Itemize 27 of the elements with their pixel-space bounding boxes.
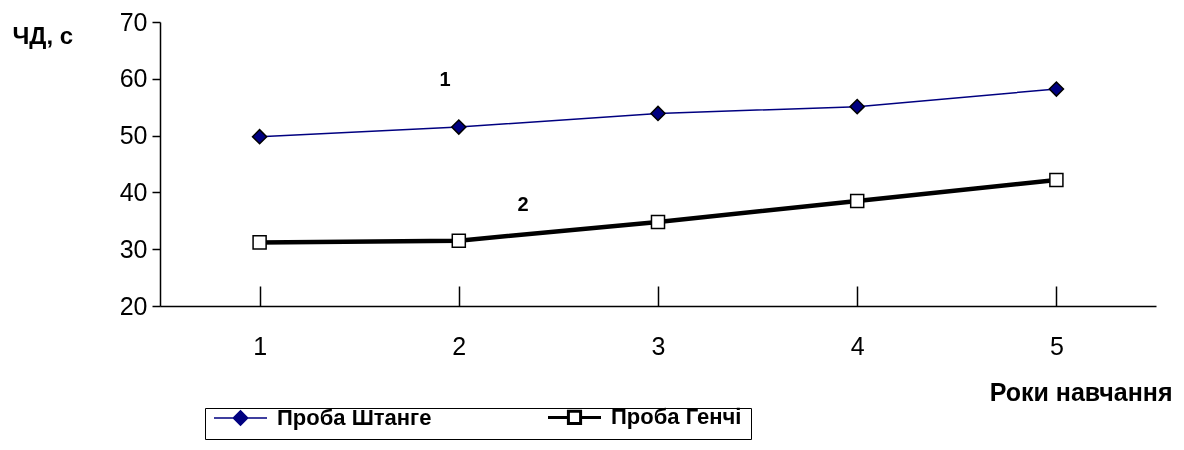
y-tick-label: 30 — [119, 234, 148, 263]
y-tick-label: 70 — [119, 7, 148, 36]
x-axis-title: Роки навчання — [989, 377, 1173, 406]
point — [1048, 81, 1065, 97]
point — [650, 214, 666, 230]
point — [849, 193, 865, 209]
legend-label: Проба Штанге — [277, 405, 432, 430]
x-tick-label: 2 — [452, 331, 467, 360]
x-tick-label: 1 — [253, 331, 268, 360]
x-tick-label: 4 — [850, 331, 865, 360]
point — [1049, 172, 1064, 188]
y-tick-label: 20 — [119, 291, 148, 320]
y-axis-title: ЧД, с — [12, 21, 74, 49]
point — [451, 233, 467, 248]
point — [849, 98, 866, 115]
y-tick-label: 60 — [119, 64, 148, 93]
point — [650, 105, 666, 122]
annotation: 2 — [517, 193, 529, 215]
x-tick-label: 5 — [1049, 331, 1064, 360]
x-tick-label: 3 — [651, 331, 666, 360]
point — [252, 235, 267, 250]
point — [251, 128, 268, 145]
y-tick-label: 50 — [119, 121, 148, 150]
y-tick-label: 40 — [119, 177, 148, 206]
point — [450, 119, 467, 135]
legend-label: Проба Генчі — [611, 404, 742, 430]
annotation: 1 — [439, 68, 451, 90]
